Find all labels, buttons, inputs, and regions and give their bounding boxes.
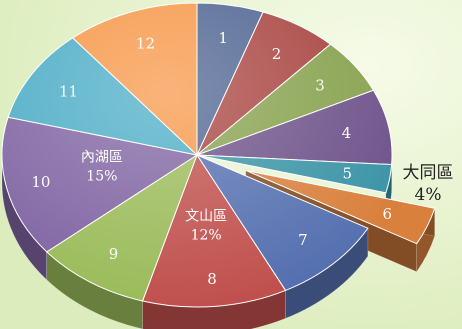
slice-number-1: 1 bbox=[218, 29, 228, 47]
slice-number-2: 2 bbox=[272, 45, 282, 63]
slice-number-11: 11 bbox=[59, 82, 78, 100]
slice-number-8: 8 bbox=[207, 270, 217, 288]
slice-callout-6: 大同區 4% bbox=[403, 163, 454, 205]
slice-number-12: 12 bbox=[136, 34, 155, 52]
slice-number-9: 9 bbox=[109, 245, 119, 263]
slice-number-6: 6 bbox=[382, 205, 392, 223]
slice-number-4: 4 bbox=[342, 124, 352, 142]
slice-number-10: 10 bbox=[31, 173, 50, 191]
slice-number-7: 7 bbox=[298, 231, 308, 249]
slice-callout-10: 內湖區 15% bbox=[81, 150, 123, 185]
slice-callout-8: 文山區 12% bbox=[185, 209, 227, 244]
slice-number-3: 3 bbox=[315, 76, 325, 94]
slice-number-5: 5 bbox=[342, 165, 352, 183]
